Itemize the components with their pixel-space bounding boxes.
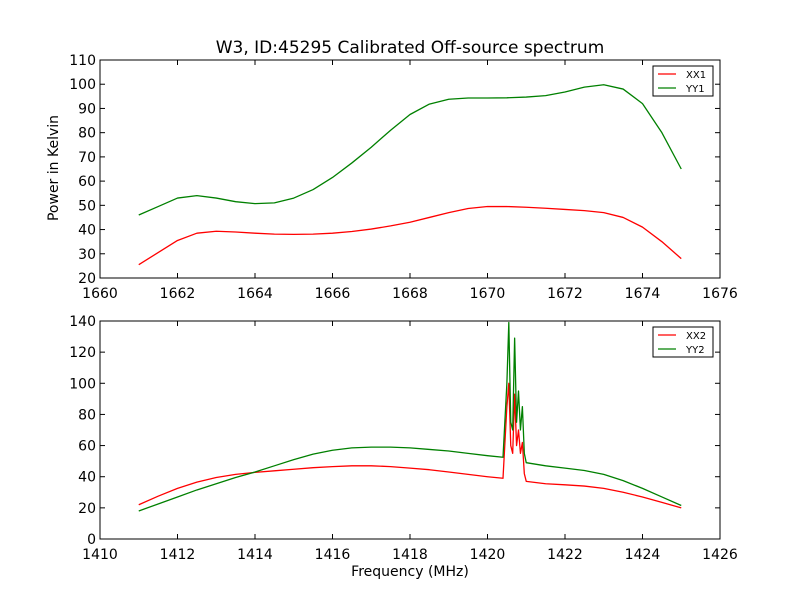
top-y-axis-label: Power in Kelvin xyxy=(46,115,62,221)
bottom-y-tick-label: 100 xyxy=(69,376,96,392)
top-x-tick-label: 1676 xyxy=(702,286,738,302)
bottom-series-line-xx2 xyxy=(138,382,682,509)
top-y-tick-label: 20 xyxy=(78,271,96,287)
bottom-y-tick-label: 60 xyxy=(78,439,96,455)
top-y-tick-label: 30 xyxy=(78,247,96,263)
top-legend-label-yy1: YY1 xyxy=(685,84,705,95)
bottom-y-tick-label: 0 xyxy=(87,532,96,548)
top-x-tick-label: 1666 xyxy=(315,286,351,302)
top-x-tick-label: 1674 xyxy=(625,286,661,302)
top-y-tick-label: 50 xyxy=(78,198,96,214)
top-y-tick-label: 110 xyxy=(69,53,96,69)
top-y-tick-label: 70 xyxy=(78,150,96,166)
top-y-tick-label: 100 xyxy=(69,77,96,93)
top-y-tick-label: 90 xyxy=(78,101,96,117)
chart-title: W3, ID:45295 Calibrated Off-source spect… xyxy=(216,38,605,58)
top-y-tick-label: 60 xyxy=(78,174,96,190)
bottom-y-tick-label: 120 xyxy=(69,345,96,361)
top-series-line-yy1 xyxy=(138,84,682,216)
bottom-x-tick-label: 1410 xyxy=(82,547,118,563)
bottom-x-axis-label: Frequency (MHz) xyxy=(351,564,469,580)
bottom-series-line-yy2 xyxy=(138,321,682,512)
top-y-tick-label: 80 xyxy=(78,126,96,142)
bottom-y-tick-label: 80 xyxy=(78,407,96,423)
bottom-y-tick-label: 40 xyxy=(78,470,96,486)
top-y-tick-label: 40 xyxy=(78,223,96,239)
bottom-y-tick-label: 20 xyxy=(78,501,96,517)
top-plot: 1660 1662 1664 1666 1668 1670 1672 1674 1676 20 30… xyxy=(69,53,738,302)
bottom-x-tick-label: 1418 xyxy=(392,547,428,563)
bottom-x-tick-label: 1412 xyxy=(160,547,196,563)
bottom-legend-box xyxy=(652,326,714,358)
bottom-x-tick-label: 1414 xyxy=(237,547,273,563)
top-legend-box xyxy=(652,65,714,97)
bottom-x-tick-label: 1424 xyxy=(625,547,661,563)
bottom-x-tick-label: 1426 xyxy=(702,547,738,563)
bottom-legend-label-yy2: YY2 xyxy=(685,345,705,356)
bottom-x-tick-label: 1422 xyxy=(547,547,583,563)
bottom-plot: 1410 1412 1414 1416 1418 1420 1422 1424 1426 0 20 4… xyxy=(69,314,738,563)
top-x-tick-label: 1664 xyxy=(237,286,273,302)
top-x-tick-label: 1660 xyxy=(82,286,118,302)
top-series-line-xx1 xyxy=(138,205,682,266)
top-x-tick-label: 1670 xyxy=(470,286,506,302)
bottom-x-tick-label: 1420 xyxy=(470,547,506,563)
top-x-tick-label: 1668 xyxy=(392,286,428,302)
top-legend-label-xx1: XX1 xyxy=(686,70,706,81)
bottom-y-tick-label: 140 xyxy=(69,314,96,330)
bottom-x-tick-label: 1416 xyxy=(315,547,351,563)
bottom-legend-label-xx2: XX2 xyxy=(686,331,706,342)
top-x-tick-label: 1662 xyxy=(160,286,196,302)
top-x-tick-label: 1672 xyxy=(547,286,583,302)
